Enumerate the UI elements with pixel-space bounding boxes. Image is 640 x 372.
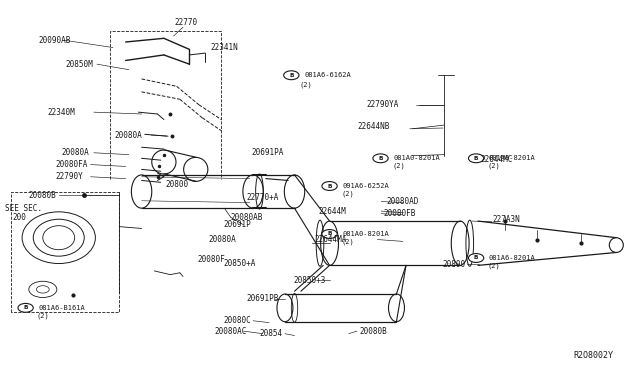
Text: B: B: [328, 183, 332, 189]
Text: 20691PA: 20691PA: [251, 148, 284, 157]
Text: 20854: 20854: [259, 329, 283, 338]
Circle shape: [322, 230, 337, 238]
Text: B: B: [474, 256, 478, 260]
Text: 22644MC: 22644MC: [481, 155, 513, 164]
Text: 22790Y: 22790Y: [56, 172, 83, 181]
Text: 20080A: 20080A: [115, 131, 143, 140]
Text: 20080FB: 20080FB: [384, 209, 416, 218]
Text: 20090AB: 20090AB: [38, 36, 71, 45]
Circle shape: [284, 71, 299, 80]
Text: 20080A: 20080A: [62, 148, 90, 157]
Text: 20080F: 20080F: [198, 254, 225, 264]
Text: 20080B: 20080B: [28, 191, 56, 200]
Text: B: B: [289, 73, 294, 78]
Text: 22644M: 22644M: [319, 206, 346, 216]
Text: SEE SEC.: SEE SEC.: [4, 203, 42, 213]
Text: (2): (2): [488, 263, 500, 269]
Text: (2): (2): [341, 239, 354, 246]
Text: (2): (2): [300, 81, 312, 88]
Text: 20080FA: 20080FA: [56, 160, 88, 169]
Text: 20080B: 20080B: [360, 327, 387, 336]
Text: 081A0-8201A: 081A0-8201A: [489, 155, 536, 161]
Text: (2): (2): [36, 313, 49, 319]
Circle shape: [468, 154, 484, 163]
Text: (2): (2): [341, 191, 354, 198]
Text: B: B: [474, 156, 478, 161]
Circle shape: [18, 304, 33, 312]
Text: 22644MA: 22644MA: [315, 235, 348, 244]
Text: (2): (2): [392, 163, 404, 169]
Text: 227A3N: 227A3N: [492, 215, 520, 224]
Text: 081A6-B161A: 081A6-B161A: [38, 305, 85, 311]
Text: 20691P: 20691P: [223, 220, 251, 229]
Text: 20080AC: 20080AC: [215, 327, 247, 336]
Text: 091A6-6252A: 091A6-6252A: [342, 183, 389, 189]
Text: (2): (2): [488, 163, 500, 169]
Text: 22340M: 22340M: [47, 108, 75, 117]
Text: 081A6-8201A: 081A6-8201A: [489, 255, 536, 261]
Circle shape: [373, 154, 388, 163]
Text: B: B: [378, 156, 383, 161]
Text: 20080AB: 20080AB: [231, 213, 263, 222]
Text: 20850M: 20850M: [65, 60, 93, 69]
Text: 200: 200: [13, 213, 27, 222]
Text: 081A0-8201A: 081A0-8201A: [394, 155, 440, 161]
Text: 20850+3: 20850+3: [293, 276, 326, 285]
Text: R2O8002Y: R2O8002Y: [573, 351, 613, 360]
Text: 20800: 20800: [165, 180, 188, 189]
Text: 20691PB: 20691PB: [246, 294, 279, 303]
Text: 20080AD: 20080AD: [387, 197, 419, 206]
Text: B: B: [328, 231, 332, 237]
Text: 081A0-8201A: 081A0-8201A: [342, 231, 389, 237]
Text: 20080A: 20080A: [209, 235, 236, 244]
Text: 20080C: 20080C: [223, 316, 251, 325]
Text: 22770+A: 22770+A: [246, 193, 279, 202]
Text: 22644NB: 22644NB: [357, 122, 389, 131]
Text: 20800: 20800: [442, 260, 465, 269]
Text: 22790YA: 22790YA: [367, 100, 399, 109]
Text: 22341N: 22341N: [211, 44, 238, 52]
Circle shape: [322, 182, 337, 190]
Text: 081A6-6162A: 081A6-6162A: [304, 72, 351, 78]
Text: 20850+A: 20850+A: [223, 259, 255, 268]
Circle shape: [468, 254, 484, 262]
Text: B: B: [24, 305, 28, 310]
Text: 22770: 22770: [175, 18, 198, 27]
